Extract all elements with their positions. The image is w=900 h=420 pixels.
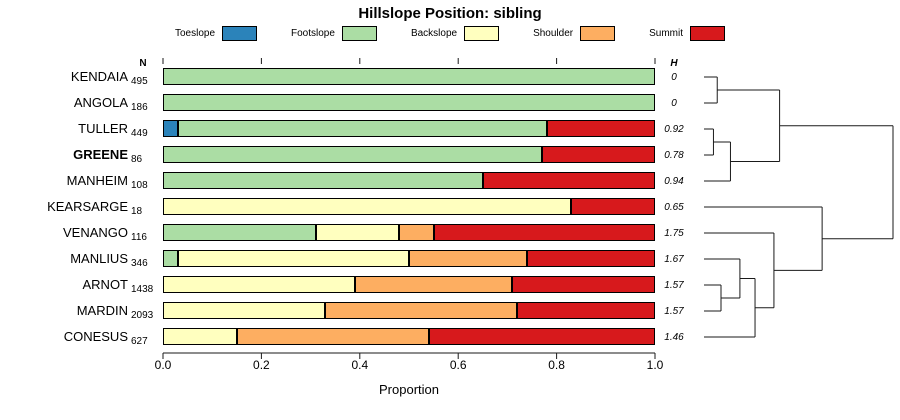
h-value: 0.65 bbox=[664, 202, 684, 213]
bar-segment bbox=[409, 250, 528, 267]
h-value: 0.92 bbox=[664, 124, 684, 135]
x-tick-label: 1.0 bbox=[646, 358, 664, 372]
x-axis-label: Proportion bbox=[379, 382, 439, 397]
row-label: ANGOLA bbox=[73, 95, 128, 110]
row-label: CONESUS bbox=[63, 329, 128, 344]
bar-segment bbox=[163, 302, 326, 319]
bar-segment bbox=[236, 328, 429, 345]
bar-segment bbox=[163, 172, 483, 189]
x-tick-label: 0.4 bbox=[351, 358, 369, 372]
h-value: 1.67 bbox=[664, 254, 684, 265]
x-tick-label: 0.8 bbox=[548, 358, 565, 372]
legend-item-label: Toeslope bbox=[174, 28, 216, 39]
h-value: 0 bbox=[671, 72, 677, 83]
n-value: 1438 bbox=[131, 284, 154, 295]
bar-segment bbox=[163, 68, 655, 85]
n-value: 116 bbox=[131, 232, 147, 243]
bar-segment bbox=[177, 120, 547, 137]
n-value: 346 bbox=[131, 258, 148, 269]
legend-color-swatch bbox=[580, 26, 616, 41]
row-label: MARDIN bbox=[76, 303, 128, 318]
bar-segment bbox=[163, 250, 178, 267]
n-value: 2093 bbox=[131, 310, 154, 321]
n-value: 18 bbox=[131, 206, 143, 217]
bar-segment bbox=[354, 276, 513, 293]
legend-item-label: Summit bbox=[649, 28, 684, 39]
bar-segment bbox=[546, 120, 655, 137]
h-value: 0.94 bbox=[664, 176, 684, 187]
row-label: KEARSARGE bbox=[47, 199, 128, 214]
bar-segment bbox=[163, 198, 572, 215]
legend-item: Backslope bbox=[410, 26, 500, 41]
n-value: 108 bbox=[131, 180, 148, 191]
bar-segment bbox=[512, 276, 655, 293]
n-value: 495 bbox=[131, 76, 148, 87]
row-label: GREENE bbox=[73, 147, 128, 162]
x-tick-label: 0.2 bbox=[253, 358, 270, 372]
bar-segment bbox=[541, 146, 655, 163]
bar-segment bbox=[177, 250, 409, 267]
h-value: 1.57 bbox=[664, 280, 684, 291]
bar-segment bbox=[517, 302, 655, 319]
bar-segment bbox=[163, 328, 237, 345]
row-label: ARNOT bbox=[82, 277, 129, 292]
n-value: 627 bbox=[131, 336, 148, 347]
h-column-header: H bbox=[670, 58, 678, 69]
row-label: KENDAIA bbox=[70, 69, 128, 84]
bar-segment bbox=[428, 328, 655, 345]
legend-item-label: Shoulder bbox=[533, 28, 574, 39]
legend-item: Footslope bbox=[291, 26, 377, 41]
bar-segment bbox=[315, 224, 400, 241]
bar-segment bbox=[433, 224, 655, 241]
n-value: 449 bbox=[131, 128, 148, 139]
legend-item: Toeslope bbox=[174, 26, 258, 41]
bar-segment bbox=[571, 198, 655, 215]
bar-segment bbox=[482, 172, 655, 189]
n-value: 86 bbox=[131, 154, 143, 165]
legend-item: Summit bbox=[649, 26, 726, 41]
h-value: 1.75 bbox=[664, 228, 684, 239]
h-value: 1.46 bbox=[664, 332, 684, 343]
h-value: 0.78 bbox=[664, 150, 684, 161]
chart-title: Hillslope Position: sibling bbox=[358, 5, 542, 22]
bar-segment bbox=[163, 94, 655, 111]
bar-segment bbox=[163, 146, 542, 163]
h-value: 0 bbox=[671, 98, 677, 109]
bar-segment bbox=[163, 120, 178, 137]
n-column-header: N bbox=[139, 58, 147, 69]
legend-color-swatch bbox=[690, 26, 726, 41]
bar-segment bbox=[163, 276, 355, 293]
bar-segment bbox=[325, 302, 518, 319]
row-label: VENANGO bbox=[62, 225, 128, 240]
row-label: MANHEIM bbox=[66, 173, 128, 188]
row-label: MANLIUS bbox=[70, 251, 128, 266]
legend-item-label: Backslope bbox=[410, 28, 458, 39]
row-label: TULLER bbox=[78, 121, 128, 136]
legend-item: Shoulder bbox=[533, 26, 616, 41]
bar-segment bbox=[399, 224, 434, 241]
n-value: 186 bbox=[131, 102, 148, 113]
legend-color-swatch bbox=[222, 26, 258, 41]
h-value: 1.57 bbox=[664, 306, 684, 317]
bar-segment bbox=[527, 250, 655, 267]
legend-color-swatch bbox=[341, 26, 377, 41]
legend-color-swatch bbox=[464, 26, 500, 41]
x-tick-label: 0.0 bbox=[154, 358, 172, 372]
bar-segment bbox=[163, 224, 316, 241]
legend-item-label: Footslope bbox=[291, 28, 335, 39]
legend: Toeslope Footslope Backslope Shoulder Summit bbox=[0, 26, 900, 41]
x-tick-label: 0.6 bbox=[449, 358, 467, 372]
